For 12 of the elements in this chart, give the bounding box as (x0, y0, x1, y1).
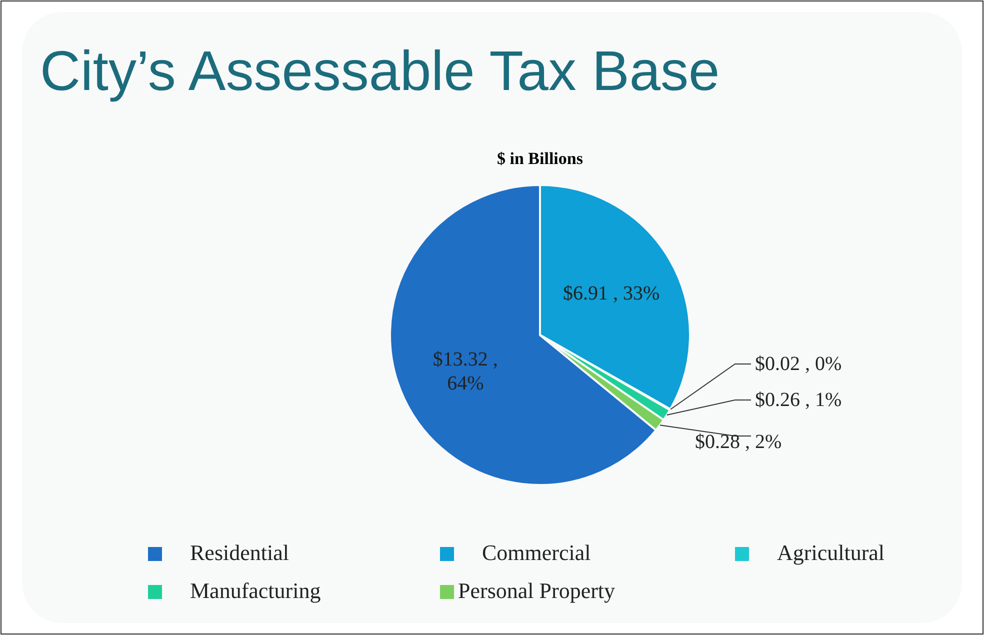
legend-label: Agricultural (777, 540, 885, 565)
data-label: $13.32 , 64% (432, 348, 498, 394)
data-label: $0.02 , 0% (755, 353, 842, 375)
chart-title: City’s Assessable Tax Base (40, 39, 720, 102)
legend-label: Residential (190, 540, 289, 565)
data-label: $6.91 , 33% (562, 282, 660, 305)
legend-label: Commercial (482, 540, 591, 565)
data-label: $0.28 , 2% (695, 431, 782, 453)
chart-subtitle: $ in Billions (497, 149, 584, 168)
data-label: $0.26 , 1% (755, 389, 842, 411)
legend-label: Manufacturing (190, 578, 321, 603)
legend-label: Personal Property (458, 578, 616, 603)
